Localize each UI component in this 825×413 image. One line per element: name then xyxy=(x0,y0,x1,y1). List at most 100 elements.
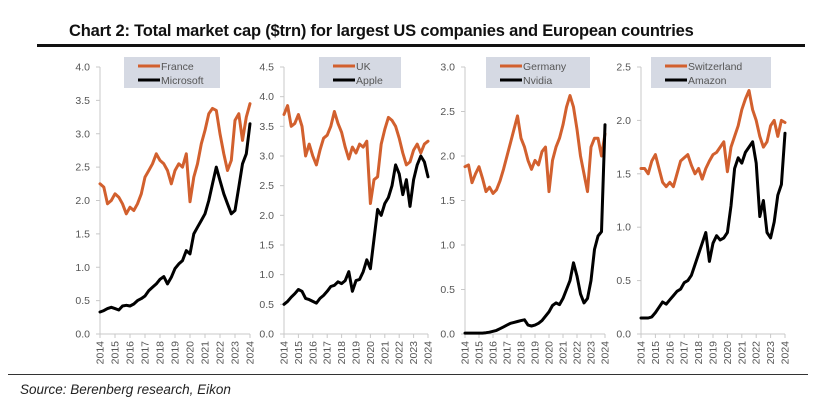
y-tick-label: 0.5 xyxy=(75,295,90,307)
y-tick-label: 0.0 xyxy=(616,329,631,341)
y-tick-label: 2.5 xyxy=(440,106,455,118)
legend-label-switzerland: Switzerland xyxy=(688,61,742,73)
x-tick-label: 2019 xyxy=(351,341,363,365)
source-note: Source: Berenberg research, Eikon xyxy=(20,382,231,397)
series-line-apple xyxy=(282,154,430,306)
x-tick-label: 2020 xyxy=(722,341,734,365)
x-tick-label: 2016 xyxy=(488,341,500,365)
legend-label-germany: Germany xyxy=(523,61,567,73)
series-line-amazon xyxy=(639,131,787,320)
x-tick-label: 2018 xyxy=(155,341,167,365)
x-tick-label: 2023 xyxy=(408,341,420,365)
x-tick-label: 2014 xyxy=(279,341,291,365)
x-tick-label: 2017 xyxy=(679,341,691,365)
series-line-uk xyxy=(282,104,430,205)
x-tick-label: 2015 xyxy=(110,341,122,365)
x-tick-label: 2021 xyxy=(200,341,212,365)
x-tick-label: 2019 xyxy=(708,341,720,365)
series-line-nvidia xyxy=(463,123,607,335)
legend-box xyxy=(651,57,771,88)
y-tick-label: 4.0 xyxy=(75,62,90,74)
x-tick-label: 2020 xyxy=(544,341,556,365)
x-tick-label: 2022 xyxy=(572,341,584,365)
y-tick-label: 3.0 xyxy=(259,151,274,163)
legend-box xyxy=(486,57,590,88)
series-line-france xyxy=(98,102,252,216)
x-tick-label: 2016 xyxy=(664,341,676,365)
y-tick-label: 1.0 xyxy=(440,240,455,252)
x-tick-label: 2020 xyxy=(185,341,197,365)
y-tick-label: 0.0 xyxy=(75,329,90,341)
y-tick-label: 4.5 xyxy=(259,62,274,74)
x-tick-label: 2014 xyxy=(460,341,472,365)
legend-label-uk: UK xyxy=(356,61,371,73)
title-underline xyxy=(37,44,805,47)
x-tick-label: 2015 xyxy=(293,341,305,365)
y-tick-label: 1.5 xyxy=(616,168,631,180)
x-tick-label: 2014 xyxy=(95,341,107,365)
y-tick-label: 0.5 xyxy=(440,284,455,296)
y-tick-label: 2.0 xyxy=(440,151,455,163)
x-tick-label: 2015 xyxy=(474,341,486,365)
y-tick-label: 1.5 xyxy=(440,195,455,207)
y-tick-label: 0.5 xyxy=(259,299,274,311)
legend: Germany Nvidia xyxy=(486,57,590,88)
x-tick-label: 2014 xyxy=(636,341,648,365)
x-tick-label: 2016 xyxy=(125,341,137,365)
x-tick-label: 2024 xyxy=(780,341,792,365)
y-tick-label: 3.5 xyxy=(75,95,90,107)
legend: France Microsoft xyxy=(124,57,220,88)
x-tick-label: 2017 xyxy=(140,341,152,365)
x-tick-label: 2022 xyxy=(751,341,763,365)
y-tick-label: 2.0 xyxy=(75,195,90,207)
x-tick-label: 2018 xyxy=(336,341,348,365)
y-tick-label: 2.5 xyxy=(616,62,631,74)
legend-label-amazon: Amazon xyxy=(688,75,727,87)
legend: Switzerland Amazon xyxy=(651,57,771,88)
series-line-switzerland xyxy=(639,89,787,189)
x-tick-label: 2023 xyxy=(230,341,242,365)
y-tick-label: 0.0 xyxy=(440,329,455,341)
x-tick-label: 2017 xyxy=(322,341,334,365)
y-tick-label: 2.0 xyxy=(259,210,274,222)
y-tick-label: 1.0 xyxy=(259,269,274,281)
y-tick-label: 0.0 xyxy=(259,329,274,341)
x-tick-label: 2017 xyxy=(502,341,514,365)
x-tick-label: 2024 xyxy=(600,341,612,365)
x-tick-label: 2018 xyxy=(693,341,705,365)
x-tick-label: 2024 xyxy=(423,341,435,365)
y-tick-label: 0.5 xyxy=(616,275,631,287)
y-tick-label: 2.0 xyxy=(616,115,631,127)
legend-box xyxy=(124,57,220,88)
y-tick-label: 2.5 xyxy=(259,180,274,192)
y-tick-label: 1.0 xyxy=(616,222,631,234)
y-tick-label: 1.5 xyxy=(75,228,90,240)
y-tick-label: 4.0 xyxy=(259,91,274,103)
x-tick-label: 2015 xyxy=(650,341,662,365)
y-tick-label: 3.0 xyxy=(75,128,90,140)
x-tick-label: 2022 xyxy=(394,341,406,365)
x-tick-label: 2021 xyxy=(736,341,748,365)
y-tick-label: 2.5 xyxy=(75,162,90,174)
legend: UK Apple xyxy=(319,57,401,88)
series-line-microsoft xyxy=(98,122,252,314)
x-tick-label: 2018 xyxy=(516,341,528,365)
x-tick-label: 2021 xyxy=(379,341,391,365)
series-line-germany xyxy=(463,94,607,195)
legend-label-apple: Apple xyxy=(356,75,383,87)
y-tick-label: 1.5 xyxy=(259,240,274,252)
x-tick-label: 2020 xyxy=(365,341,377,365)
x-tick-label: 2016 xyxy=(307,341,319,365)
bottom-divider xyxy=(8,374,808,375)
legend-label-microsoft: Microsoft xyxy=(161,75,204,87)
chart-title: Chart 2: Total market cap ($trn) for lar… xyxy=(69,22,694,40)
x-tick-label: 2023 xyxy=(586,341,598,365)
legend-label-france: France xyxy=(161,61,194,73)
y-tick-label: 1.0 xyxy=(75,262,90,274)
x-tick-label: 2019 xyxy=(530,341,542,365)
x-tick-label: 2022 xyxy=(215,341,227,365)
y-tick-label: 3.5 xyxy=(259,121,274,133)
